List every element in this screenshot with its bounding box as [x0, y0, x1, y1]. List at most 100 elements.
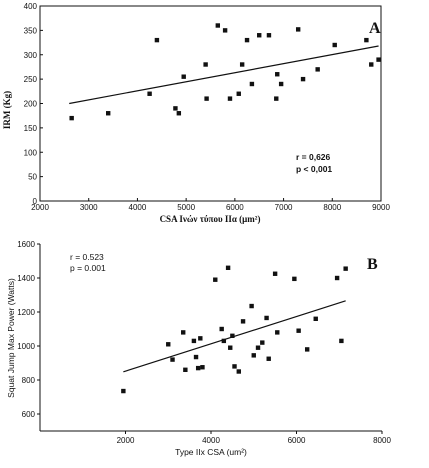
panel-a-data-point — [69, 115, 74, 121]
panel-a-x-tick-label: 7000 — [275, 203, 293, 212]
panel-b-data-point — [198, 336, 203, 341]
panel-a-y-axis-label: IRM (Kg) — [2, 91, 12, 129]
panel-a-x-tick-label: 4000 — [129, 203, 147, 212]
panel-a-points — [69, 23, 381, 121]
panel-a-data-point — [203, 62, 208, 67]
panel-a-y-tick-label: 300 — [24, 51, 38, 60]
panel-b-data-point — [166, 342, 171, 347]
panel-b-x-tick-label: 2000 — [117, 436, 135, 445]
panel-b-label: B — [367, 256, 378, 273]
panel-b-chart: 2000 4000 6000 8000 600 800 1000 1200 1400 1600 B… — [6, 240, 391, 457]
panel-b-data-point — [272, 271, 278, 276]
panel-a-data-point — [275, 72, 280, 77]
panel-a-data-point — [257, 33, 262, 38]
panel-b-data-point — [255, 345, 261, 350]
panel-a-data-point — [274, 96, 279, 101]
panel-b-y-tick-label: 1000 — [17, 342, 35, 351]
panel-a-y-tick-label: 400 — [24, 2, 38, 11]
panel-b-points — [121, 265, 348, 394]
panel-a-data-point — [173, 106, 178, 111]
panel-a-data-point — [181, 74, 186, 79]
panel-b-data-point — [313, 316, 318, 321]
panel-a-data-point — [249, 81, 255, 87]
panel-a-data-point — [239, 62, 245, 67]
panel-b-data-point — [225, 265, 231, 270]
panel-a-x-tick-label: 8000 — [323, 203, 341, 212]
panel-a-x-tick-label: 6000 — [226, 203, 244, 212]
panel-b-y-tick-label: 800 — [22, 376, 36, 385]
panel-b-data-point — [334, 275, 340, 281]
panel-b-data-point — [219, 326, 224, 332]
panel-b-x-tick-label: 6000 — [288, 436, 306, 445]
panel-b-data-point — [213, 277, 218, 282]
panel-a-x-tick-label: 9000 — [372, 203, 390, 212]
panel-b-data-point — [236, 369, 241, 374]
panel-a-data-point — [364, 37, 369, 43]
panel-b-data-point — [343, 266, 348, 271]
panel-b-data-point — [266, 356, 271, 361]
panel-b-data-point — [170, 357, 175, 362]
panel-b-data-point — [200, 365, 205, 370]
panel-a-x-tick-label: 2000 — [31, 203, 49, 212]
panel-a-data-point — [315, 67, 320, 72]
panel-a-y-tick-label: 150 — [24, 124, 38, 133]
panel-b-data-point — [249, 303, 254, 309]
panel-a-x-tick-label: 3000 — [80, 203, 98, 212]
panel-b-x-axis-label: Type IIx CSA (um²) — [175, 447, 247, 457]
panel-a-data-point — [106, 111, 111, 116]
panel-b-ticks: 2000 4000 6000 8000 600 800 1000 1200 1400 1600 — [17, 240, 391, 445]
panel-a-chart: 2000 3000 4000 5000 6000 7000 8000 9000 0 50 100 15… — [2, 2, 390, 224]
panel-a-label: A — [369, 20, 381, 37]
panel-b-x-tick-label: 8000 — [373, 436, 391, 445]
panel-a-data-point — [300, 76, 306, 82]
panel-b-y-tick-label: 1600 — [17, 240, 35, 249]
panel-b-y-axis-label: Squat Jump Max Power (Watts) — [6, 278, 16, 398]
panel-a-data-point — [204, 96, 209, 101]
panel-b-data-point — [228, 345, 233, 350]
panel-a-data-point — [215, 23, 221, 28]
panel-b-data-point — [232, 364, 237, 369]
panel-b-y-tick-label: 600 — [22, 410, 36, 419]
panel-a-data-point — [332, 42, 337, 48]
panel-a-data-point — [278, 81, 284, 87]
panel-b-data-point — [230, 333, 235, 338]
panel-a-y-tick-label: 200 — [24, 100, 38, 109]
panel-a-stat-r: r = 0,626 — [296, 152, 331, 162]
panel-a-y-tick-label: 250 — [24, 75, 38, 84]
panel-a-data-point — [244, 37, 250, 43]
panel-b-data-point — [260, 340, 265, 345]
panel-b-data-point — [221, 338, 227, 344]
panel-a-data-point — [266, 33, 272, 38]
panel-a-y-tick-label: 100 — [24, 148, 38, 157]
panel-a-x-axis-label: CSA Ινών τύπου IIα (μm²) — [160, 214, 261, 224]
panel-b-data-point — [292, 276, 297, 282]
panel-a-data-point — [147, 91, 152, 96]
panel-b-data-point — [183, 367, 188, 372]
panel-a-stat-p: p < 0,001 — [296, 164, 332, 174]
panel-a-y-tick-label: 50 — [28, 173, 37, 182]
panel-a-data-point — [369, 62, 374, 67]
panel-a-data-point — [222, 28, 228, 33]
panel-a-data-point — [295, 27, 301, 32]
panel-b-data-point — [121, 388, 126, 394]
panel-b-y-tick-label: 1400 — [17, 274, 35, 283]
panel-a-data-point — [376, 57, 381, 62]
panel-b-data-point — [304, 347, 310, 352]
panel-a-y-tick-label: 350 — [24, 26, 38, 35]
panel-b-data-point — [193, 354, 199, 360]
panel-b-data-point — [181, 330, 186, 335]
panel-a-data-point — [154, 37, 160, 43]
panel-a-regression-line — [69, 45, 379, 105]
panel-b-data-point — [339, 338, 344, 344]
panel-a-ticks: 2000 3000 4000 5000 6000 7000 8000 9000 0 50 100 15… — [24, 2, 391, 212]
panel-a-data-point — [236, 91, 241, 96]
panel-b-stat-p: p = 0.001 — [70, 263, 106, 273]
panel-b-y-tick-label: 1200 — [17, 308, 35, 317]
panel-a-data-point — [176, 111, 182, 116]
panel-b-data-point — [191, 338, 197, 344]
panel-b-data-point — [240, 319, 246, 324]
panel-a-x-tick-label: 5000 — [177, 203, 195, 212]
panel-a-data-point — [227, 96, 233, 101]
panel-b-data-point — [264, 315, 269, 321]
